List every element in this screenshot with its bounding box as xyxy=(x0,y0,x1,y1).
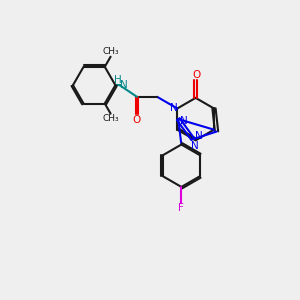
Text: O: O xyxy=(192,70,200,80)
Text: N: N xyxy=(169,103,177,113)
Text: N: N xyxy=(120,80,127,90)
Text: N: N xyxy=(191,141,199,151)
Text: H: H xyxy=(114,75,122,85)
Text: O: O xyxy=(133,115,141,124)
Text: CH₃: CH₃ xyxy=(102,114,119,123)
Text: N: N xyxy=(180,116,188,126)
Text: CH₃: CH₃ xyxy=(102,47,119,56)
Text: F: F xyxy=(178,203,184,213)
Text: N: N xyxy=(195,131,202,141)
